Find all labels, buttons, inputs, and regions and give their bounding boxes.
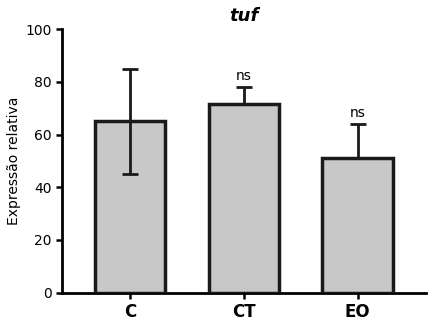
Text: ns: ns: [236, 69, 252, 83]
Bar: [95, 121, 165, 293]
Bar: [323, 158, 393, 293]
Bar: [209, 104, 279, 293]
Text: ns: ns: [350, 106, 366, 120]
Y-axis label: Expressão relativa: Expressão relativa: [7, 97, 21, 225]
Title: tuf: tuf: [229, 7, 259, 25]
